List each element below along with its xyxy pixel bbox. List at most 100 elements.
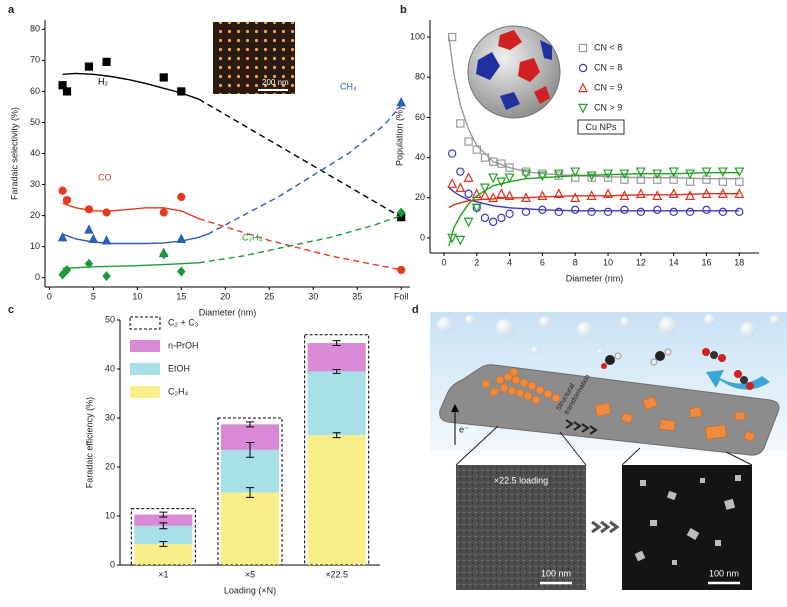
data-point [456, 119, 465, 128]
panel-label: b [400, 4, 407, 16]
x-tick-label: 30 [308, 291, 318, 301]
crystal [634, 550, 646, 562]
legend-marker [578, 63, 588, 73]
panel-label: a [8, 4, 15, 16]
data-point [553, 169, 564, 180]
data-point [447, 178, 458, 188]
particle [507, 386, 517, 396]
extrapolation-line [207, 104, 402, 235]
nanoparticle-illustration [467, 25, 561, 119]
data-point [102, 208, 111, 217]
crystal [650, 520, 657, 526]
atom [655, 351, 665, 361]
y-tick-label: 80 [30, 24, 40, 34]
total-box [304, 334, 370, 566]
x-tick-label: 4 [507, 257, 512, 267]
data-point [447, 32, 457, 42]
data-point [718, 207, 728, 217]
legend-note: Cu NPs [585, 122, 617, 132]
particle [511, 375, 521, 385]
atom [664, 348, 672, 356]
particle [509, 367, 519, 377]
y-tick-label: 60 [415, 112, 425, 122]
x-axis-label: Loading (×N) [224, 585, 276, 595]
data-point [177, 192, 186, 202]
data-point [58, 186, 67, 195]
cube [659, 418, 676, 432]
data-point [479, 190, 490, 200]
zoom-lines [455, 425, 753, 466]
y-tick-label: 10 [105, 510, 115, 520]
data-point [652, 169, 663, 180]
bubble [597, 349, 603, 355]
data-point [84, 258, 94, 269]
data-point [603, 207, 613, 217]
loading-label: ×22.5 loading [494, 475, 548, 485]
data-point [537, 190, 548, 200]
atom [734, 370, 742, 378]
data-point [620, 175, 629, 184]
data-point [652, 190, 663, 200]
data-point [734, 167, 745, 178]
bar-segment [134, 525, 193, 544]
y-tick-label: 30 [30, 179, 40, 189]
legend-label: C₂ + C₃ [168, 317, 199, 327]
y-tick-label: 50 [30, 117, 40, 127]
data-point [472, 145, 481, 154]
data-point [717, 167, 728, 178]
x-tick-label: 35 [352, 291, 362, 301]
data-point [84, 224, 94, 234]
legend-label: EtOH [168, 363, 190, 373]
y-tick-label: 40 [105, 363, 115, 373]
crystal [715, 540, 721, 546]
data-point [701, 188, 712, 198]
data-point [58, 81, 67, 90]
fit-line [448, 193, 740, 209]
y-tick-label: 40 [30, 148, 40, 158]
y-tick-label: 10 [30, 241, 40, 251]
data-point [570, 192, 581, 202]
sem-image [456, 465, 586, 590]
data-point [480, 213, 490, 223]
cube [704, 424, 728, 440]
data-point [159, 249, 168, 260]
data-point [685, 190, 696, 200]
data-point [619, 169, 630, 180]
panel-label: d [412, 304, 419, 316]
particle [499, 383, 509, 393]
nanoparticle-cluster [481, 367, 561, 405]
x-tick-label: 25 [264, 291, 274, 301]
y-tick-label: 60 [30, 86, 40, 96]
data-point [735, 177, 744, 186]
data-point [554, 207, 564, 217]
data-point [504, 190, 515, 200]
bar-segment [220, 492, 280, 565]
x-tick-label: 10 [132, 291, 142, 301]
total-box [130, 508, 196, 566]
crystal [666, 490, 677, 501]
bar-segment [134, 514, 193, 526]
facet [476, 52, 500, 80]
data-point [521, 207, 531, 217]
x-tick-label: 14 [669, 257, 679, 267]
atom [650, 358, 658, 366]
error-bar [159, 540, 168, 547]
particle [523, 391, 533, 401]
electron-label: e⁻ [459, 424, 469, 434]
data-point [496, 188, 507, 198]
crystal [640, 480, 646, 486]
facet [534, 86, 550, 104]
x-axis-label: Diameter (nm) [199, 307, 257, 317]
x-tick-label: Foil [394, 291, 409, 301]
legend-label: CN = 8 [594, 62, 622, 72]
bubble [539, 316, 551, 328]
data-point [464, 189, 473, 198]
data-point [396, 207, 406, 218]
data-point [603, 169, 614, 180]
particle [481, 379, 491, 389]
facet [498, 30, 522, 50]
data-point [58, 269, 67, 280]
atom [740, 376, 748, 384]
data-point [177, 266, 186, 277]
data-point [496, 177, 507, 188]
